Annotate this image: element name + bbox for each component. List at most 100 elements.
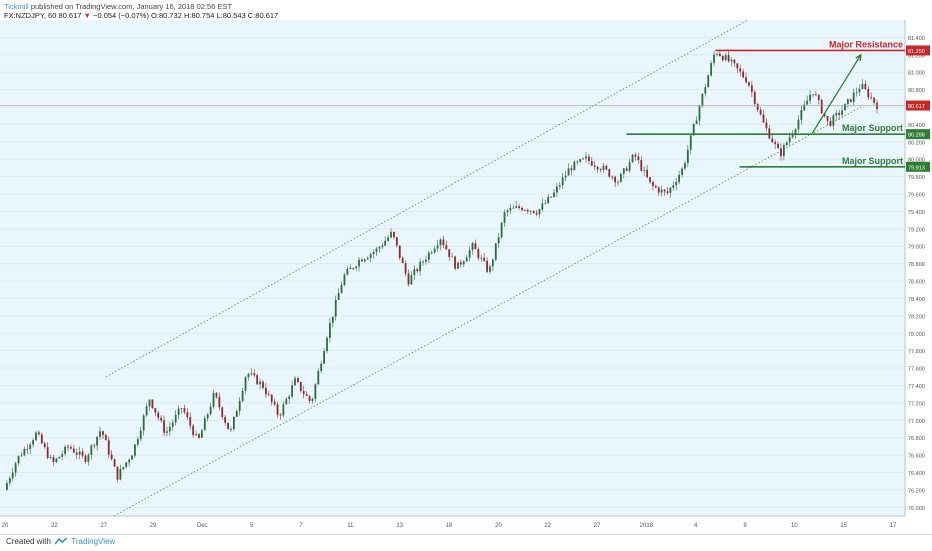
candle — [90, 445, 93, 455]
candle — [698, 106, 701, 121]
x-tick-label: 22 — [51, 523, 58, 529]
candle — [35, 432, 37, 441]
candle — [337, 293, 340, 300]
candle — [704, 87, 707, 94]
support-price-tag — [906, 129, 930, 140]
candle — [532, 210, 535, 213]
candle — [247, 374, 250, 378]
candle — [346, 269, 349, 275]
y-tick-label: 80.400 — [908, 123, 925, 129]
candle — [270, 394, 273, 402]
candle — [308, 395, 311, 401]
candle — [675, 182, 678, 186]
y-tick-label: 76.600 — [908, 454, 925, 460]
tradingview-brand[interactable]: TradingView — [71, 537, 116, 546]
candle — [288, 396, 291, 400]
candle — [136, 439, 139, 445]
price-chart[interactable]: 76.000 76.200 76.400 76.600 76.800 77.000 77.2… — [0, 20, 932, 534]
candle — [800, 109, 803, 120]
candle — [168, 426, 171, 432]
resistance-price-label: 81.250 — [908, 49, 925, 55]
candle — [803, 104, 806, 110]
candle — [643, 169, 646, 171]
candle — [550, 196, 552, 198]
candle — [497, 237, 500, 244]
candle — [672, 185, 675, 188]
candle — [23, 448, 26, 456]
candle — [102, 431, 104, 435]
candle — [113, 459, 116, 467]
candle — [352, 267, 355, 269]
candle — [471, 243, 474, 251]
candle — [788, 137, 791, 143]
time-axis[interactable] — [0, 516, 932, 534]
candle — [119, 469, 122, 480]
candle — [305, 394, 308, 396]
candle — [541, 203, 544, 210]
x-tick-label: 15 — [840, 523, 847, 529]
y-tick-label: 79.800 — [908, 175, 925, 181]
candle — [748, 82, 750, 86]
candle — [14, 463, 17, 473]
candle — [195, 434, 197, 436]
candle — [567, 168, 570, 176]
candle — [876, 102, 878, 110]
ohlc-values: O:80.732 H:80.754 L:80.543 C:80.617 — [151, 11, 279, 20]
candle — [61, 454, 64, 457]
candle — [433, 248, 436, 253]
candle — [454, 256, 456, 269]
candle — [745, 77, 747, 83]
tradingview-logo-icon — [55, 538, 68, 545]
candle — [570, 168, 573, 171]
candle — [200, 430, 203, 438]
y-tick-label: 77.600 — [908, 367, 925, 373]
candle — [716, 53, 718, 55]
candle — [203, 418, 206, 431]
candle — [806, 100, 809, 105]
candle — [151, 399, 154, 409]
y-tick-label: 77.800 — [908, 349, 925, 355]
candle — [852, 92, 855, 102]
author-name[interactable]: Tickmill — [4, 2, 29, 11]
candle — [291, 385, 293, 397]
candle — [221, 407, 224, 418]
candle — [791, 133, 794, 138]
candle — [436, 245, 439, 249]
candle — [38, 432, 40, 435]
symbol-label: FX:NZDJPY, 60 — [4, 11, 57, 20]
x-tick-label: 11 — [347, 523, 354, 529]
candle — [6, 483, 8, 490]
x-tick-label: 27 — [100, 523, 107, 529]
y-tick-label: 79.600 — [908, 193, 925, 199]
candle — [844, 103, 846, 111]
candle — [634, 154, 637, 157]
y-tick-label: 80.800 — [908, 88, 925, 94]
candle — [104, 434, 107, 441]
x-tick-label: Dec — [197, 523, 208, 529]
plot-area[interactable] — [0, 20, 905, 516]
support-price-label: 79.913 — [908, 165, 925, 171]
candle — [427, 252, 430, 260]
candle — [547, 196, 550, 204]
y-tick-label: 79.400 — [908, 210, 925, 216]
candle — [87, 454, 90, 462]
candle — [425, 259, 427, 262]
x-tick-label: 20 — [495, 523, 502, 529]
support-level-name: Major Support — [842, 156, 903, 166]
candle — [858, 88, 861, 93]
candle — [491, 259, 494, 267]
candle — [701, 93, 704, 107]
candle — [238, 400, 241, 412]
candle — [762, 114, 765, 123]
candle — [599, 169, 602, 171]
candle — [529, 210, 532, 212]
candle — [419, 261, 422, 271]
candle — [166, 431, 168, 433]
candle — [561, 177, 564, 186]
candle — [847, 99, 849, 104]
candle — [43, 443, 46, 448]
y-tick-label: 78.200 — [908, 314, 925, 320]
candle — [218, 397, 221, 408]
candle — [657, 187, 660, 193]
candle — [782, 145, 785, 157]
